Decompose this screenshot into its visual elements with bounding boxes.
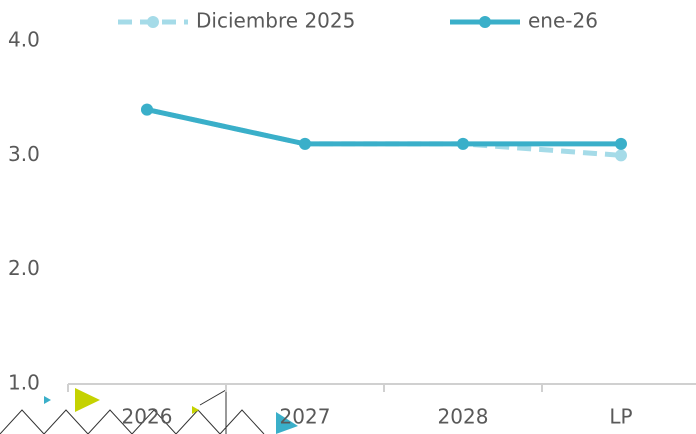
legend-marker [479,16,491,28]
decoration-triangle [44,396,51,404]
series-marker [457,138,469,150]
y-tick-label: 3.0 [8,142,40,166]
series-marker [615,149,627,161]
y-tick-label: 2.0 [8,256,40,280]
chart: 1.0 2.0 3.0 4.0 2026 2027 2028 LP Diciembre 2025… [0,0,696,434]
series-marker [141,104,153,116]
series-marker [615,138,627,150]
legend-marker [147,16,159,28]
legend-label: ene-26 [528,9,598,33]
series-line [147,110,621,156]
x-tick-label: 2028 [438,405,489,429]
series-line [147,110,621,144]
series-marker [299,138,311,150]
decoration-triangle [75,388,100,412]
x-tick-label: 2027 [280,405,331,429]
y-tick-label: 1.0 [8,371,40,395]
decoration-line [200,390,226,434]
y-tick-label: 4.0 [8,28,40,52]
x-tick-label: LP [609,405,632,429]
legend-label: Diciembre 2025 [196,9,355,33]
x-tick-label: 2026 [122,405,173,429]
